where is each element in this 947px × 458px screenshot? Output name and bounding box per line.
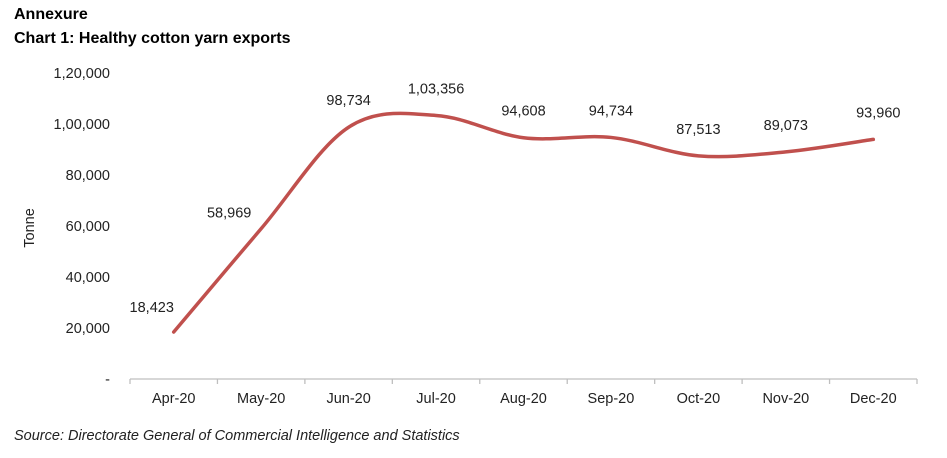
y-tick-label: 60,000 <box>66 219 110 235</box>
x-tick-label: Apr-20 <box>152 391 196 407</box>
data-series-line <box>171 111 876 334</box>
y-tick-label: 1,00,000 <box>54 117 110 133</box>
x-tick-label: May-20 <box>237 391 285 407</box>
x-tick-label: Dec-20 <box>850 391 897 407</box>
x-tick-label: Sep-20 <box>588 391 635 407</box>
x-tick-label: Aug-20 <box>500 391 547 407</box>
source-note: Source: Directorate General of Commercia… <box>14 428 460 444</box>
y-tick-label: 40,000 <box>66 270 110 286</box>
y-axis-label: Tonne <box>22 208 38 248</box>
data-label: 18,423 <box>130 300 174 316</box>
y-tick-label: 1,20,000 <box>54 66 110 82</box>
x-tick-label: Oct-20 <box>677 391 721 407</box>
y-tick-label: 20,000 <box>66 321 110 337</box>
data-label: 87,513 <box>676 122 720 138</box>
data-label: 89,073 <box>764 118 808 134</box>
y-tick-label: - <box>105 372 110 388</box>
x-tick-label: Jun-20 <box>326 391 370 407</box>
x-tick-label: Jul-20 <box>416 391 456 407</box>
data-label: 98,734 <box>326 93 370 109</box>
data-label: 94,608 <box>501 104 545 120</box>
data-label: 94,734 <box>589 103 633 119</box>
chart-title: Chart 1: Healthy cotton yarn exports <box>14 30 291 47</box>
x-tick-label: Nov-20 <box>762 391 809 407</box>
y-tick-label: 80,000 <box>66 168 110 184</box>
data-label: 93,960 <box>856 105 900 121</box>
data-label: 58,969 <box>207 206 251 222</box>
data-label: 1,03,356 <box>408 81 464 97</box>
annexure-heading: Annexure <box>14 6 88 23</box>
